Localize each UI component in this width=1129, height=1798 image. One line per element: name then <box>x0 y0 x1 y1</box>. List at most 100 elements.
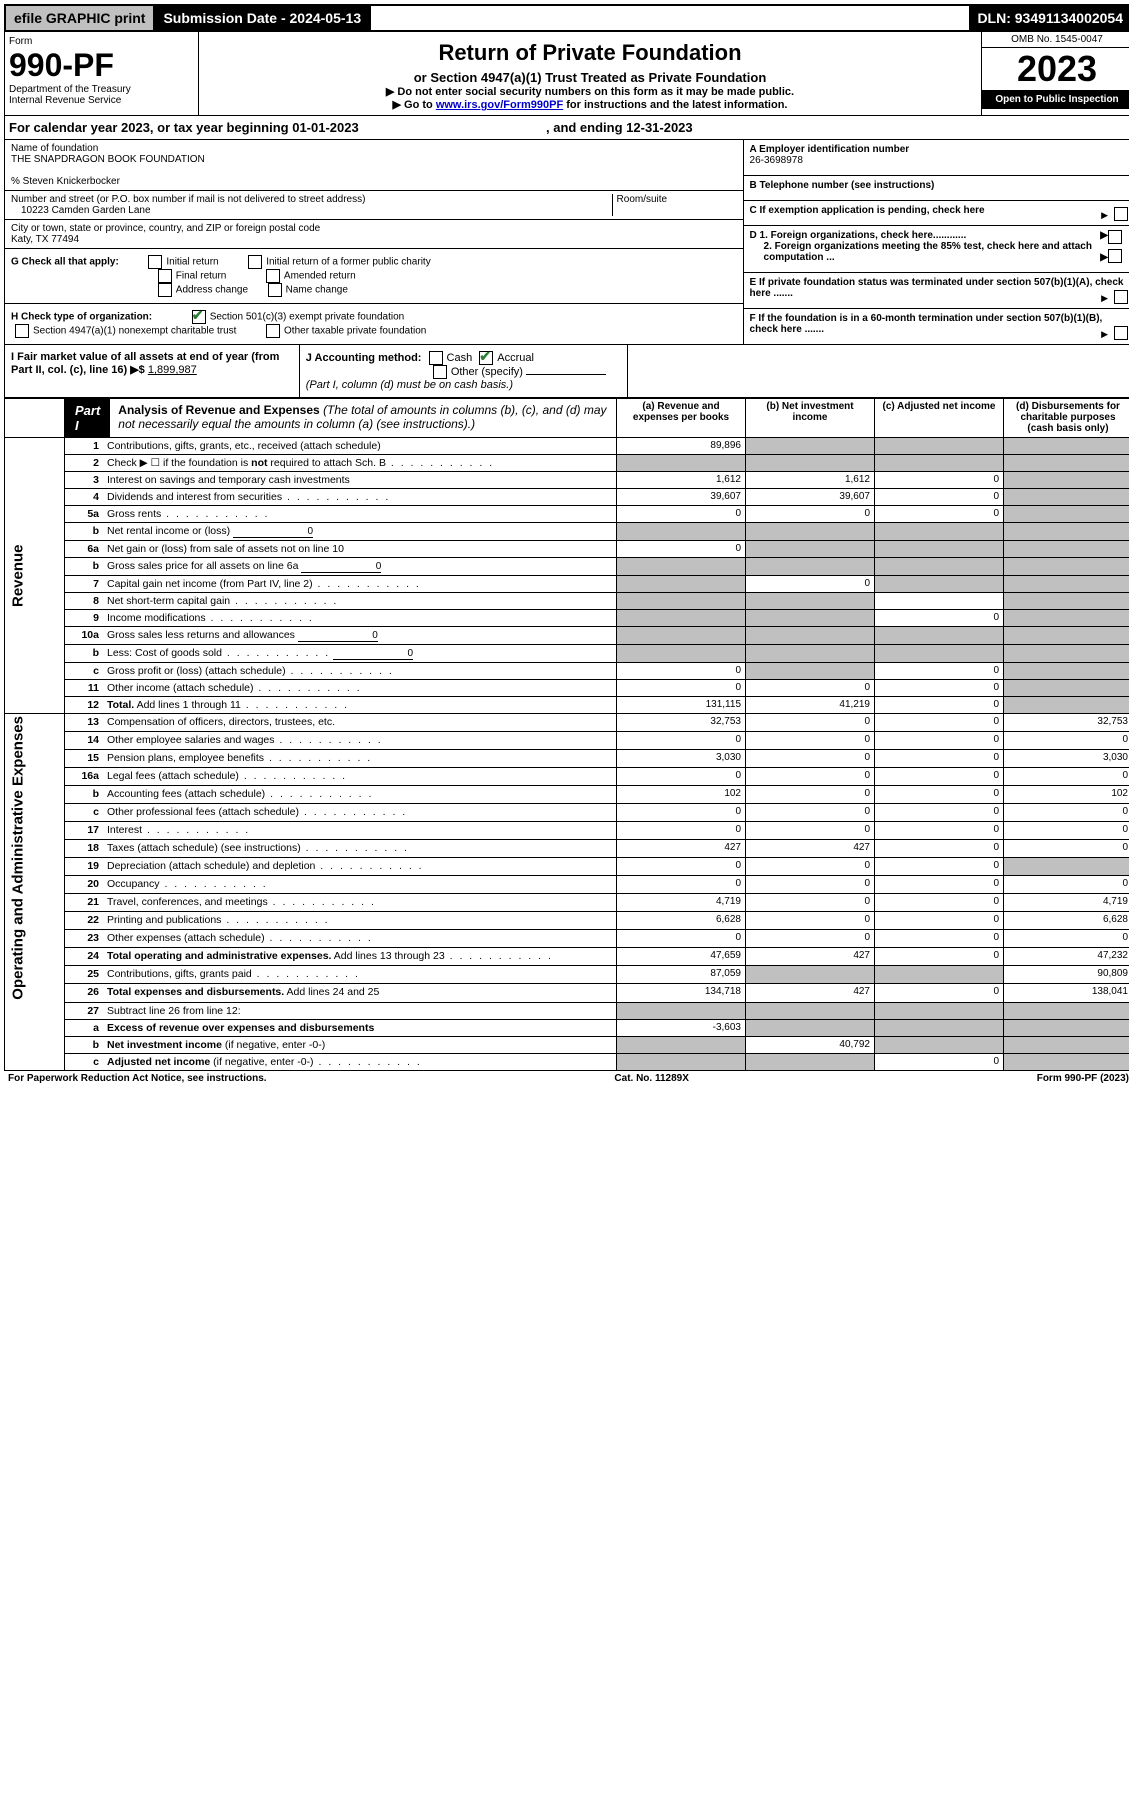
expenses-side-label: Operating and Administrative Expenses <box>5 714 65 1003</box>
line-number: 2 <box>65 455 104 472</box>
city-cell: City or town, state or province, country… <box>5 220 743 249</box>
line-number: 15 <box>65 750 104 768</box>
col-a-value <box>617 523 746 541</box>
line-description: Capital gain net income (from Part IV, l… <box>103 576 617 593</box>
line-description: Net rental income or (loss) 0 <box>103 523 617 541</box>
line-number: 21 <box>65 894 104 912</box>
fmv-value: 1,899,987 <box>148 364 218 376</box>
info-right: A Employer identification number 26-3698… <box>743 140 1129 344</box>
col-d-value <box>1004 506 1129 523</box>
col-b-value: 0 <box>746 576 875 593</box>
line-description: Net short-term capital gain <box>103 593 617 610</box>
table-row: 10aGross sales less returns and allowanc… <box>5 627 1129 645</box>
cb-name-change[interactable] <box>268 283 282 297</box>
line-number: c <box>65 663 104 680</box>
line-description: Interest on savings and temporary cash i… <box>103 472 617 489</box>
footer-left: For Paperwork Reduction Act Notice, see … <box>8 1073 267 1084</box>
line-number: 12 <box>65 697 104 714</box>
cb-other[interactable] <box>433 365 447 379</box>
form-subtitle: or Section 4947(a)(1) Trust Treated as P… <box>203 70 977 85</box>
cb-f[interactable] <box>1114 326 1128 340</box>
open-public-label: Open to Public Inspection <box>982 90 1129 109</box>
table-row: bGross sales price for all assets on lin… <box>5 558 1129 576</box>
col-c-value: 0 <box>875 822 1004 840</box>
cb-initial[interactable] <box>148 255 162 269</box>
cb-501c3[interactable] <box>192 310 206 324</box>
col-b-value: 0 <box>746 732 875 750</box>
table-row: Revenue1Contributions, gifts, grants, et… <box>5 438 1129 455</box>
cb-e[interactable] <box>1114 290 1128 304</box>
ein-value: 26-3698978 <box>750 155 1126 166</box>
cb-initial-former[interactable] <box>248 255 262 269</box>
col-a-value: 39,607 <box>617 489 746 506</box>
form-header: Form 990-PF Department of the Treasury I… <box>4 32 1129 116</box>
cb-accrual[interactable] <box>479 351 493 365</box>
ein-cell: A Employer identification number 26-3698… <box>744 140 1129 176</box>
instructions-link[interactable]: www.irs.gov/Form990PF <box>436 99 563 111</box>
table-row: 26Total expenses and disbursements. Add … <box>5 984 1129 1002</box>
street-address: 10223 Camden Garden Lane <box>11 205 612 216</box>
col-d-value <box>1004 523 1129 541</box>
col-d-value <box>1004 697 1129 714</box>
col-a-value: 0 <box>617 804 746 822</box>
line-description: Total expenses and disbursements. Add li… <box>103 984 617 1002</box>
cb-address-change[interactable] <box>158 283 172 297</box>
line-description: Other income (attach schedule) <box>103 680 617 697</box>
tail-side-spacer <box>5 1002 65 1070</box>
header-mid: Return of Private Foundation or Section … <box>199 32 981 115</box>
line-description: Total. Add lines 1 through 11 <box>103 697 617 714</box>
line-description: Total operating and administrative expen… <box>103 948 617 966</box>
col-c-value: 0 <box>875 840 1004 858</box>
col-c-header: (c) Adjusted net income <box>875 399 1004 438</box>
col-c-value <box>875 593 1004 610</box>
address-cell: Number and street (or P.O. box number if… <box>5 191 743 220</box>
table-row: 18Taxes (attach schedule) (see instructi… <box>5 840 1129 858</box>
cb-d2[interactable] <box>1108 249 1122 263</box>
col-c-value: 0 <box>875 663 1004 680</box>
cb-c[interactable] <box>1114 207 1128 221</box>
line-number: b <box>65 786 104 804</box>
line-description: Net investment income (if negative, ente… <box>103 1036 617 1053</box>
tax-year: 2023 <box>982 48 1129 90</box>
cb-final[interactable] <box>158 269 172 283</box>
table-row: 2Check ▶ ☐ if the foundation is not requ… <box>5 455 1129 472</box>
table-row: 3Interest on savings and temporary cash … <box>5 472 1129 489</box>
efile-label[interactable]: efile GRAPHIC print <box>6 6 155 30</box>
col-d-value: 32,753 <box>1004 714 1129 732</box>
line-description: Subtract line 26 from line 12: <box>103 1002 617 1019</box>
col-c-value: 0 <box>875 786 1004 804</box>
line-description: Taxes (attach schedule) (see instruction… <box>103 840 617 858</box>
g-check-row: G Check all that apply: Initial return I… <box>5 249 743 304</box>
table-row: aExcess of revenue over expenses and dis… <box>5 1019 1129 1036</box>
cb-amended[interactable] <box>266 269 280 283</box>
col-a-value: 32,753 <box>617 714 746 732</box>
col-b-value <box>746 558 875 576</box>
col-a-value: 0 <box>617 680 746 697</box>
col-d-value: 90,809 <box>1004 966 1129 984</box>
calendar-year: For calendar year 2023, or tax year begi… <box>4 116 1129 140</box>
table-row: 6aNet gain or (loss) from sale of assets… <box>5 541 1129 558</box>
col-c-value <box>875 645 1004 663</box>
side-spacer <box>5 399 65 438</box>
col-b-value: 427 <box>746 984 875 1002</box>
dept-label: Department of the Treasury <box>9 84 194 95</box>
line-description: Dividends and interest from securities <box>103 489 617 506</box>
col-b-value <box>746 438 875 455</box>
table-row: 27Subtract line 26 from line 12: <box>5 1002 1129 1019</box>
name-cell: Name of foundation THE SNAPDRAGON BOOK F… <box>5 140 743 191</box>
table-row: 8Net short-term capital gain <box>5 593 1129 610</box>
cb-other-taxable[interactable] <box>266 324 280 338</box>
col-b-value <box>746 645 875 663</box>
d-cell: D 1. Foreign organizations, check here..… <box>744 226 1129 273</box>
table-row: 25Contributions, gifts, grants paid87,05… <box>5 966 1129 984</box>
cb-4947[interactable] <box>15 324 29 338</box>
col-b-value <box>746 1053 875 1070</box>
line-number: 25 <box>65 966 104 984</box>
f-cell-dup <box>628 345 1129 397</box>
col-c-value: 0 <box>875 732 1004 750</box>
cb-cash[interactable] <box>429 351 443 365</box>
col-c-value: 0 <box>875 506 1004 523</box>
line-description: Printing and publications <box>103 912 617 930</box>
col-c-value <box>875 455 1004 472</box>
line-number: 24 <box>65 948 104 966</box>
